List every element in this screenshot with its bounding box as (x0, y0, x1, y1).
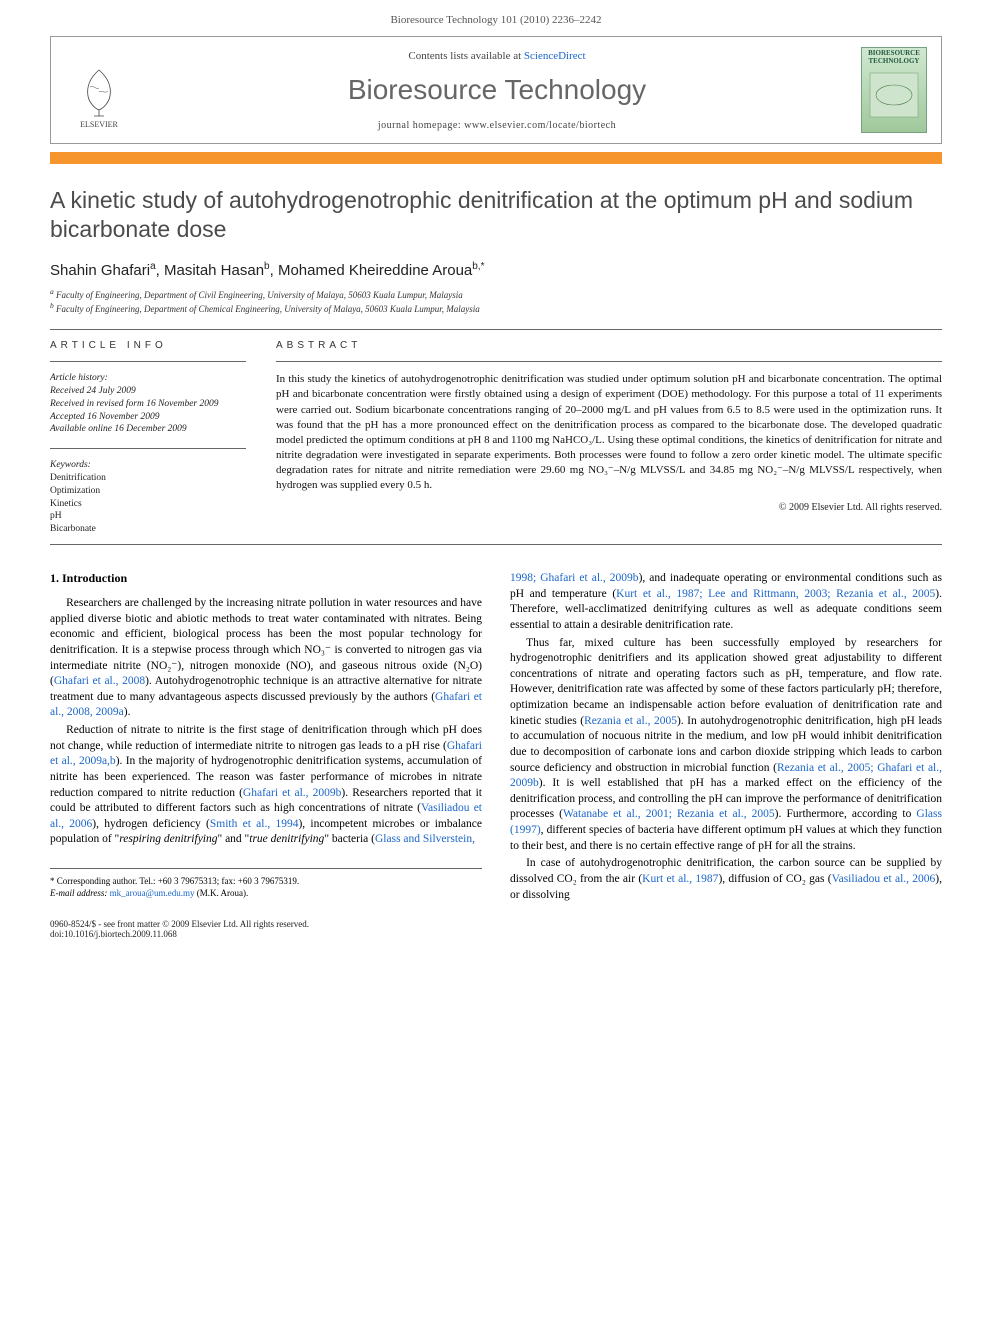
front-matter-line: 0960-8524/$ - see front matter © 2009 El… (50, 919, 309, 929)
right-column: 1998; Ghafari et al., 2009b), and inadeq… (510, 571, 942, 905)
citation-link[interactable]: Ghafari et al., 2009b (243, 787, 342, 799)
author-3: Mohamed Kheireddine Aroua (278, 262, 472, 279)
abstract-text: In this study the kinetics of autohydrog… (276, 372, 942, 493)
paragraph: Thus far, mixed culture has been success… (510, 636, 942, 855)
copyright-line: © 2009 Elsevier Ltd. All rights reserved… (276, 502, 942, 513)
journal-homepage-url: www.elsevier.com/locate/biortech (464, 120, 616, 131)
author-list: Shahin Ghafaria, Masitah Hasanb, Mohamed… (50, 261, 942, 279)
citation-link[interactable]: Rezania et al., 2005 (584, 715, 677, 727)
keyword-item: Optimization (50, 485, 246, 498)
citation-link[interactable]: Kurt et al., 1987 (642, 873, 718, 885)
keyword-item: Bicarbonate (50, 523, 246, 536)
citation-link[interactable]: Glass and Silverstein, (375, 833, 475, 845)
citation-link[interactable]: Watanabe et al., 2001; Rezania et al., 2… (563, 808, 775, 820)
page-citation: Bioresource Technology 101 (2010) 2236–2… (390, 14, 601, 26)
abstract-heading: ABSTRACT (276, 340, 942, 351)
keyword-item: pH (50, 510, 246, 523)
article-info-heading: ARTICLE INFO (50, 340, 246, 351)
article-title: A kinetic study of autohydrogenotrophic … (50, 186, 942, 245)
divider-rule (50, 329, 942, 330)
journal-homepage-line: journal homepage: www.elsevier.com/locat… (133, 120, 861, 131)
article-info-column: ARTICLE INFO Article history: Received 2… (50, 340, 246, 536)
keywords-label: Keywords: (50, 459, 246, 472)
info-divider (50, 361, 246, 362)
cover-art-icon (866, 67, 922, 127)
section-1-heading: 1. Introduction (50, 571, 482, 586)
email-link[interactable]: mk_aroua@um.edu.my (110, 888, 195, 898)
info-abstract-row: ARTICLE INFO Article history: Received 2… (50, 340, 942, 536)
corresponding-author-footnote: * Corresponding author. Tel.: +60 3 7967… (50, 868, 482, 899)
paragraph: Researchers are challenged by the increa… (50, 596, 482, 721)
publisher-name: ELSEVIER (80, 120, 118, 129)
journal-masthead: ELSEVIER Contents lists available at Sci… (50, 36, 942, 144)
author-1: Shahin Ghafari (50, 262, 150, 279)
history-revised: Received in revised form 16 November 200… (50, 398, 246, 411)
corresponding-label: * Corresponding author. Tel.: +60 3 7967… (50, 875, 482, 887)
affiliation-a: a Faculty of Engineering, Department of … (50, 287, 942, 301)
history-label: Article history: (50, 372, 246, 385)
article-body: A kinetic study of autohydrogenotrophic … (0, 186, 992, 969)
doi-footer: 0960-8524/$ - see front matter © 2009 El… (50, 919, 942, 939)
sciencedirect-link[interactable]: ScienceDirect (524, 50, 586, 62)
abstract-column: ABSTRACT In this study the kinetics of a… (276, 340, 942, 536)
two-column-body: 1. Introduction Researchers are challeng… (50, 571, 942, 905)
affiliation-b: b Faculty of Engineering, Department of … (50, 301, 942, 315)
keywords-divider (50, 448, 246, 449)
citation-link[interactable]: Vasiliadou et al., 2006 (832, 873, 936, 885)
keyword-item: Denitrification (50, 472, 246, 485)
paragraph: In case of autohydrogenotrophic denitrif… (510, 856, 942, 903)
citation-link[interactable]: Kurt et al., 1987; Lee and Rittmann, 200… (616, 588, 935, 600)
journal-cover-thumbnail: BIORESOURCE TECHNOLOGY (861, 47, 927, 133)
publisher-logo: ELSEVIER (65, 51, 133, 129)
left-column: 1. Introduction Researchers are challeng… (50, 571, 482, 905)
paragraph-continuation: 1998; Ghafari et al., 2009b), and inadeq… (510, 571, 942, 634)
citation-link[interactable]: Ghafari et al., 2008 (54, 675, 145, 687)
below-abstract-rule (50, 544, 942, 545)
orange-accent-bar (50, 152, 942, 164)
masthead-center: Contents lists available at ScienceDirec… (133, 50, 861, 131)
article-history: Article history: Received 24 July 2009 R… (50, 372, 246, 436)
journal-title: Bioresource Technology (133, 74, 861, 106)
elsevier-tree-icon (74, 64, 124, 118)
paragraph: Reduction of nitrate to nitrite is the f… (50, 723, 482, 848)
history-received: Received 24 July 2009 (50, 385, 246, 398)
keyword-item: Kinetics (50, 498, 246, 511)
page-citation-bar: Bioresource Technology 101 (2010) 2236–2… (0, 0, 992, 36)
contents-available-line: Contents lists available at ScienceDirec… (133, 50, 861, 62)
citation-link[interactable]: Smith et al., 1994 (210, 818, 299, 830)
corresponding-email-row: E-mail address: mk_aroua@um.edu.my (M.K.… (50, 887, 482, 899)
affiliations: a Faculty of Engineering, Department of … (50, 287, 942, 315)
abstract-divider (276, 361, 942, 362)
keywords-block: Keywords: Denitrification Optimization K… (50, 459, 246, 536)
history-accepted: Accepted 16 November 2009 (50, 411, 246, 424)
history-online: Available online 16 December 2009 (50, 423, 246, 436)
citation-link[interactable]: 1998; Ghafari et al., 2009b (510, 572, 639, 584)
doi-line: doi:10.1016/j.biortech.2009.11.068 (50, 929, 309, 939)
author-2: Masitah Hasan (164, 262, 264, 279)
